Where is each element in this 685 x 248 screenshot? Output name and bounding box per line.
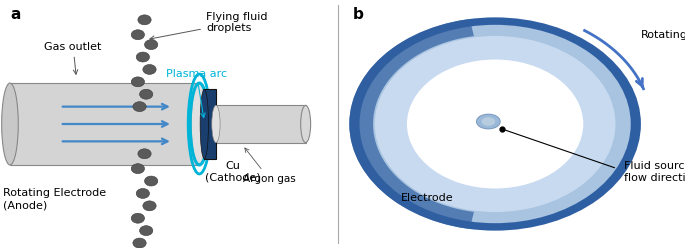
Circle shape bbox=[143, 64, 156, 74]
Circle shape bbox=[145, 40, 158, 50]
Circle shape bbox=[145, 176, 158, 186]
Circle shape bbox=[143, 201, 156, 211]
Text: a: a bbox=[10, 7, 21, 22]
Circle shape bbox=[132, 213, 145, 223]
Polygon shape bbox=[349, 19, 474, 229]
Ellipse shape bbox=[477, 114, 500, 129]
Circle shape bbox=[133, 102, 146, 112]
Text: b: b bbox=[353, 7, 364, 22]
Circle shape bbox=[407, 60, 584, 188]
Circle shape bbox=[136, 52, 149, 62]
Ellipse shape bbox=[301, 105, 310, 143]
Ellipse shape bbox=[1, 83, 18, 165]
Circle shape bbox=[136, 188, 149, 198]
Text: Gas outlet: Gas outlet bbox=[45, 42, 102, 74]
Text: Fluid source and
flow direction: Fluid source and flow direction bbox=[624, 161, 685, 183]
Polygon shape bbox=[201, 118, 204, 130]
Ellipse shape bbox=[200, 89, 208, 159]
Circle shape bbox=[375, 36, 616, 212]
Circle shape bbox=[360, 25, 631, 223]
Circle shape bbox=[132, 77, 145, 87]
Circle shape bbox=[140, 89, 153, 99]
Circle shape bbox=[132, 164, 145, 174]
Text: Flying fluid
droplets: Flying fluid droplets bbox=[150, 11, 267, 40]
Polygon shape bbox=[216, 105, 306, 143]
Text: Rotating: Rotating bbox=[641, 30, 685, 40]
Circle shape bbox=[349, 17, 641, 231]
Circle shape bbox=[140, 226, 153, 236]
Ellipse shape bbox=[482, 117, 495, 126]
Ellipse shape bbox=[191, 83, 208, 165]
Circle shape bbox=[138, 149, 151, 159]
Text: Plasma arc: Plasma arc bbox=[166, 69, 227, 118]
Text: Electrode: Electrode bbox=[401, 193, 453, 203]
Circle shape bbox=[138, 15, 151, 25]
Circle shape bbox=[133, 238, 146, 248]
Circle shape bbox=[132, 30, 145, 40]
Ellipse shape bbox=[212, 105, 220, 143]
FancyBboxPatch shape bbox=[204, 89, 216, 159]
Text: Argon gas: Argon gas bbox=[242, 148, 295, 184]
Polygon shape bbox=[10, 83, 199, 165]
Text: Cu
(Cathode): Cu (Cathode) bbox=[205, 161, 260, 183]
Text: Rotating Electrode
(Anode): Rotating Electrode (Anode) bbox=[3, 188, 106, 210]
